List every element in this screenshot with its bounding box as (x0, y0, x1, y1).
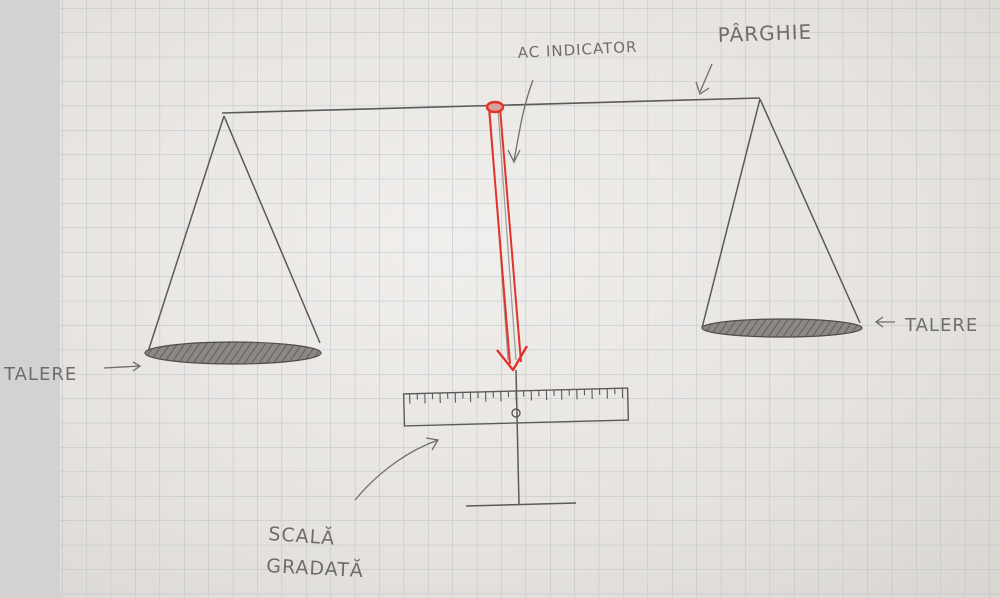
lever-label-arrow (699, 63, 713, 93)
lever-label: PÂRGHIE (717, 20, 812, 47)
indicator-needle (485, 100, 529, 372)
scale-label-arrow (354, 439, 439, 501)
scale-stand (465, 369, 577, 507)
needle-label-arrow (513, 79, 534, 161)
pan-left-label: TALERE (3, 364, 77, 385)
right-pan-assembly (701, 98, 863, 338)
scale-zero-mark (511, 408, 521, 418)
pivot-point (485, 100, 505, 114)
pan-right-label: TALERE (904, 315, 978, 336)
left-pan-assembly (144, 115, 322, 365)
pan-left-label-arrow (103, 365, 141, 369)
grid-pattern (60, 0, 1000, 598)
